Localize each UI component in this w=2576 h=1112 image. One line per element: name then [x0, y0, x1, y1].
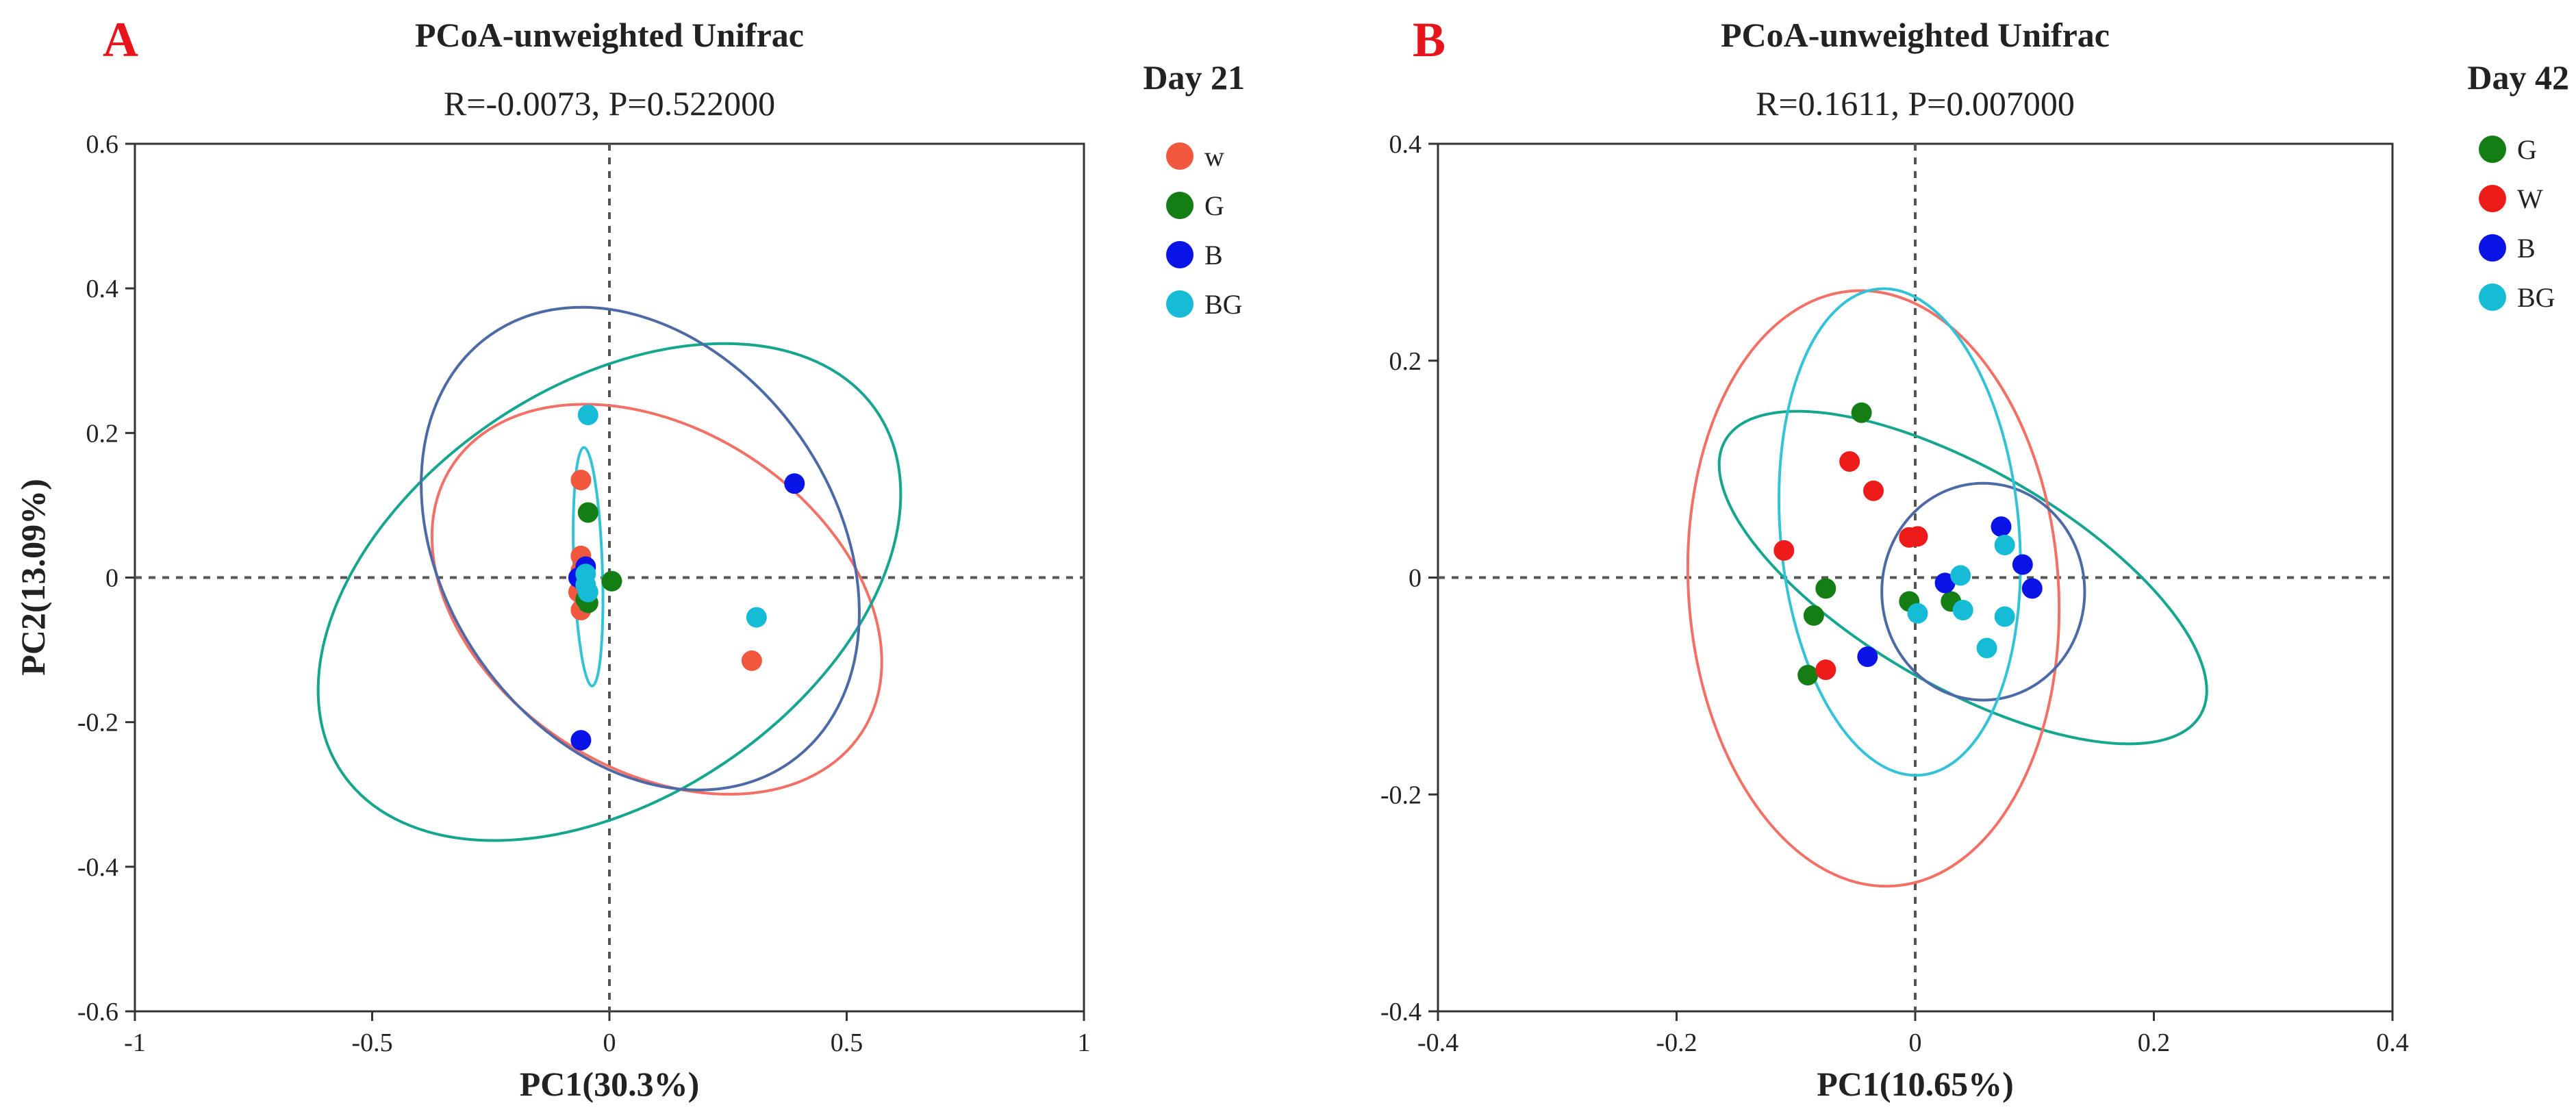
panel-b-point-g	[1815, 578, 1836, 599]
panel-a-point-b	[784, 473, 805, 494]
panel-b-point-w	[1815, 659, 1836, 681]
panel-a-x-tick-label: -1	[124, 1028, 146, 1057]
panel-b-point-bg	[1907, 603, 1928, 624]
panel-b-point-w	[1839, 451, 1860, 472]
panel-a-point-bg	[575, 564, 596, 585]
panel-a-point-bg	[746, 607, 767, 628]
panel-b: B PCoA-unweighted Unifrac R=0.1611, P=0.…	[1380, 12, 2569, 1103]
panel-a-x-tick-label: 0.5	[831, 1028, 863, 1057]
panel-a-y-tick-label: -0.4	[77, 853, 118, 882]
panel-b-point-bg	[1994, 606, 2015, 627]
panel-b-point-g	[1803, 605, 1824, 626]
panel-b-x-tick-label: -0.4	[1417, 1028, 1459, 1057]
panel-b-x-tick-label: 0.4	[2376, 1028, 2409, 1057]
panel-a-y-tick-label: 0.4	[86, 275, 119, 303]
panel-b-ellipse-b	[1880, 481, 2086, 702]
panel-a-legend-marker-w	[1166, 142, 1194, 170]
panel-b-point-w	[1863, 480, 1884, 501]
panel-a: A PCoA-unweighted Unifrac R=-0.0073, P=0…	[14, 12, 1245, 1103]
panel-b-point-b	[1934, 572, 1956, 594]
panel-b-legend-marker-g	[2479, 136, 2506, 163]
panel-b-point-b	[1991, 516, 2012, 538]
panel-b-letter: B	[1413, 12, 1445, 67]
panel-a-legend-label-w: w	[1204, 141, 1224, 172]
panel-a-point-b	[570, 730, 592, 751]
panel-b-point-b	[2021, 578, 2043, 599]
panel-b-point-bg	[1952, 600, 1973, 621]
panel-b-legend-label-w: W	[2517, 184, 2543, 214]
panel-b-point-g	[1797, 665, 1819, 686]
panel-b-y-tick-label: -0.4	[1380, 998, 1422, 1026]
panel-a-y-tick-label: -0.2	[77, 709, 118, 737]
panel-a-point-g	[577, 502, 598, 523]
panel-a-subtitle: R=-0.0073, P=0.522000	[444, 84, 775, 123]
panel-a-y-tick-label: 0.6	[86, 130, 119, 159]
panel-b-legend-marker-b	[2479, 234, 2506, 262]
panel-b-ellipse-g	[1717, 409, 2208, 746]
panel-a-ellipse-w	[430, 403, 883, 796]
panel-a-title: PCoA-unweighted Unifrac	[415, 16, 804, 54]
panel-b-y-tick-label: 0	[1409, 564, 1422, 593]
panel-a-x-tick-label: 1	[1078, 1028, 1091, 1057]
panel-b-legend-label-bg: BG	[2517, 282, 2555, 313]
panel-a-x-tick-label: -0.5	[351, 1028, 392, 1057]
panel-a-ellipse-b	[420, 305, 861, 792]
panel-a-ellipse-g	[316, 342, 902, 842]
panel-b-legend-marker-bg	[2479, 283, 2506, 311]
panel-a-letter: A	[103, 12, 138, 67]
panel-b-point-bg	[1994, 534, 2015, 555]
panel-b-y-tick-label: 0.2	[1389, 347, 1422, 376]
panel-a-point-bg	[577, 581, 598, 603]
panel-b-x-tick-label: 0	[1909, 1028, 1922, 1057]
panel-a-legend-title: Day 21	[1143, 58, 1245, 97]
panel-b-subtitle: R=0.1611, P=0.007000	[1756, 84, 2075, 123]
panel-b-point-b	[2012, 554, 2033, 575]
panel-a-legend-marker-bg	[1166, 290, 1194, 318]
panel-a-point-g	[601, 570, 622, 592]
panel-a-legend-label-b: B	[1204, 240, 1223, 270]
panel-b-point-w	[1907, 526, 1928, 547]
panel-b-ellipse-w	[1686, 289, 2061, 888]
panel-a-legend-marker-b	[1166, 241, 1194, 268]
panel-b-legend-marker-w	[2479, 185, 2506, 212]
panel-b-point-g	[1851, 402, 1872, 423]
panel-b-legend-label-b: B	[2517, 233, 2536, 264]
panel-a-y-axis-label: PC2(13.09%)	[14, 479, 52, 675]
panel-a-y-tick-label: 0.2	[86, 419, 119, 448]
panel-a-legend-marker-g	[1166, 192, 1194, 219]
panel-a-point-w	[570, 469, 592, 490]
panel-b-point-bg	[1976, 637, 1997, 659]
panel-b-y-tick-label: -0.2	[1380, 781, 1422, 809]
panel-b-legend-label-g: G	[2517, 134, 2537, 165]
panel-b-point-b	[1857, 646, 1878, 668]
panel-a-x-tick-label: 0	[603, 1028, 616, 1057]
panel-a-point-bg	[577, 404, 598, 425]
panel-b-point-w	[1773, 540, 1795, 561]
panel-a-legend-label-bg: BG	[1204, 289, 1243, 320]
panel-b-y-tick-label: 0.4	[1389, 130, 1422, 159]
panel-b-point-bg	[1950, 565, 1971, 586]
panel-b-x-axis-label: PC1(10.65%)	[1817, 1065, 2013, 1103]
panel-b-legend-title: Day 42	[2467, 58, 2569, 97]
panel-b-x-tick-label: 0.2	[2138, 1028, 2171, 1057]
panel-a-legend-label-g: G	[1204, 190, 1224, 221]
panel-a-y-tick-label: -0.6	[77, 998, 118, 1026]
panel-a-x-axis-label: PC1(30.3%)	[520, 1065, 699, 1103]
panel-a-point-w	[741, 650, 762, 671]
panel-b-title: PCoA-unweighted Unifrac	[1721, 16, 2110, 54]
panel-a-y-tick-label: 0	[105, 564, 118, 593]
panel-b-x-tick-label: -0.2	[1656, 1028, 1697, 1057]
